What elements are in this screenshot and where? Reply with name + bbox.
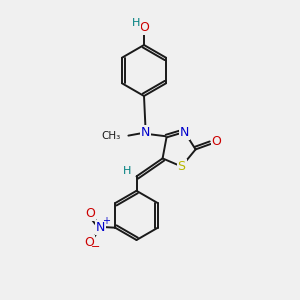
Text: O: O <box>139 21 149 34</box>
Text: N: N <box>96 220 106 234</box>
Text: H: H <box>131 18 140 28</box>
Text: O: O <box>85 207 95 220</box>
Text: −: − <box>91 242 100 252</box>
Text: O: O <box>84 236 94 249</box>
Text: N: N <box>180 125 189 139</box>
Text: N: N <box>141 126 150 139</box>
Text: H: H <box>123 166 131 176</box>
Text: S: S <box>178 160 185 173</box>
Text: O: O <box>212 135 221 148</box>
Text: CH₃: CH₃ <box>101 130 121 141</box>
Text: +: + <box>102 215 110 226</box>
